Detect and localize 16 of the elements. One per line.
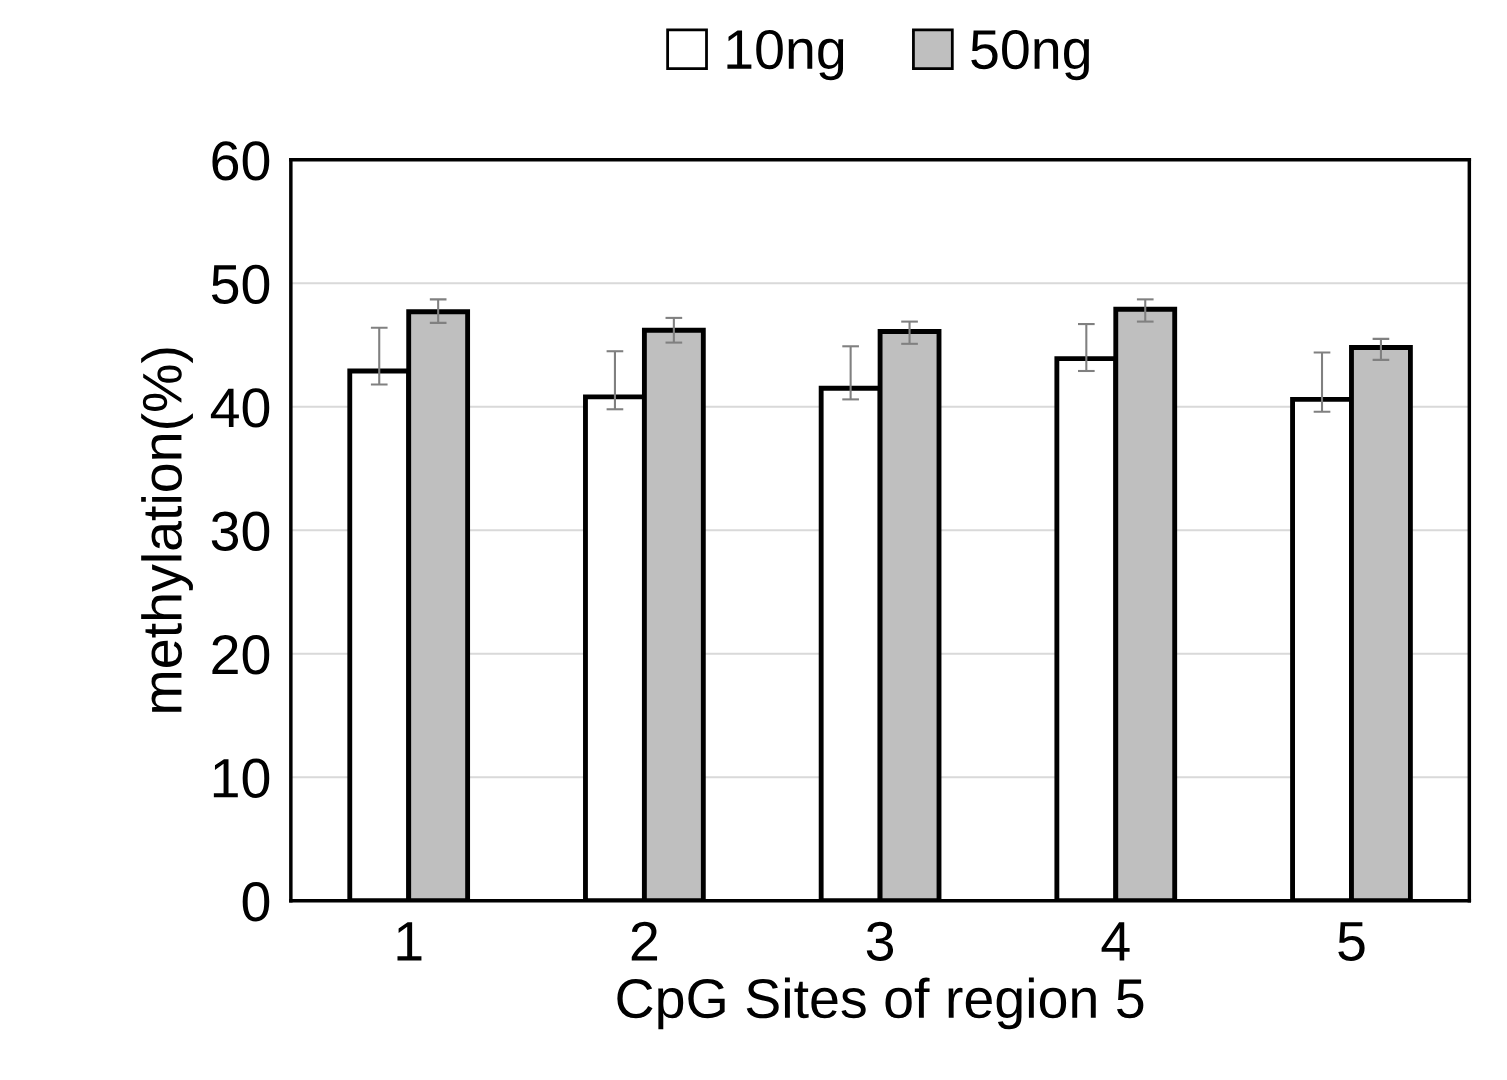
y-tick-label: 40 — [210, 388, 270, 428]
x-tick-label: 4 — [1101, 922, 1130, 961]
legend-label: 50ng — [971, 29, 1089, 81]
y-tick-label: 50 — [211, 264, 270, 304]
y-tick-label: 10 — [213, 758, 270, 798]
x-tick-label: 1 — [397, 922, 422, 961]
x-axis-title: CpG Sites of region 5 — [617, 977, 1144, 1030]
x-tick-label: 5 — [1338, 922, 1365, 961]
legend-label: 10ng — [727, 29, 844, 81]
y-axis-title: methylation(%) — [141, 348, 193, 712]
x-tick-label: 2 — [631, 921, 658, 961]
y-tick-label: 20 — [212, 635, 270, 675]
y-tick-label: 30 — [211, 511, 270, 551]
y-tick-label: 0 — [242, 882, 270, 922]
y-tick-label: 60 — [212, 141, 270, 181]
x-tick-label: 3 — [866, 921, 894, 961]
